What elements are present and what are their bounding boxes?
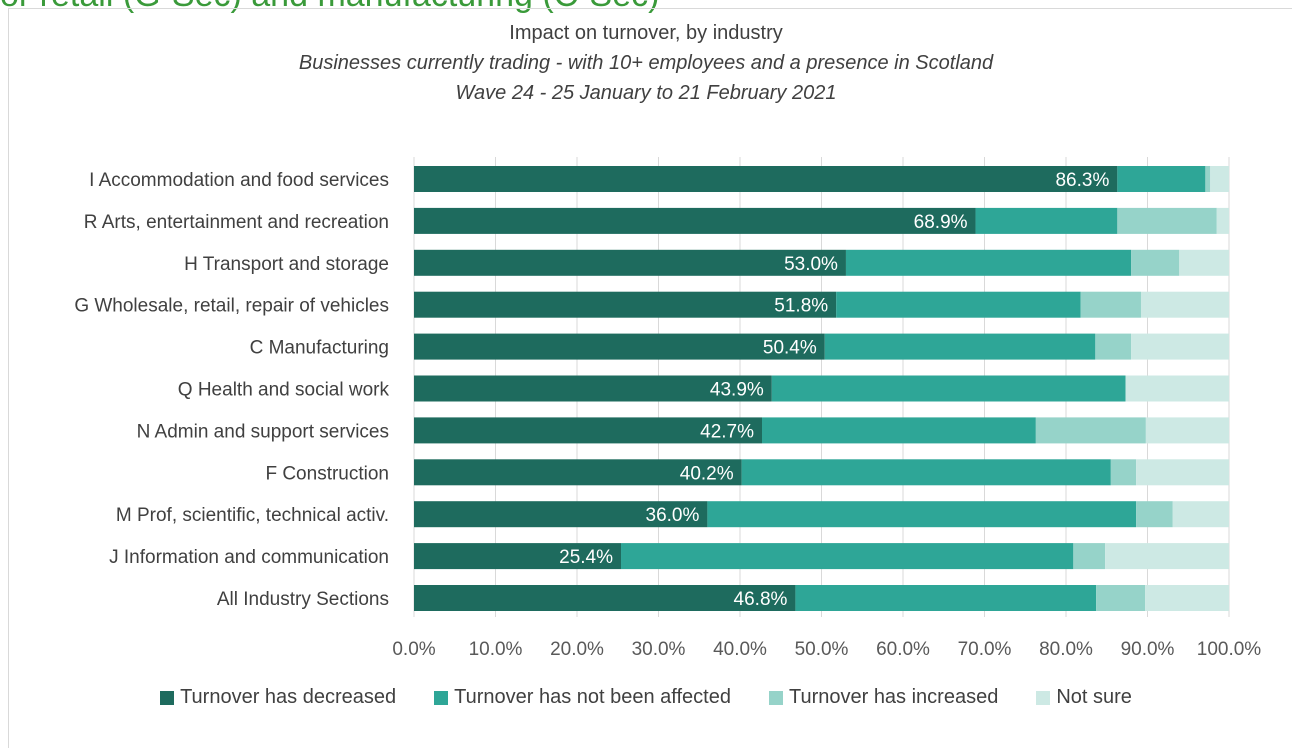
category-label: F Construction [265, 463, 389, 484]
chart-subtitle: Businesses currently trading - with 10+ … [298, 52, 994, 74]
bar-segment [1210, 166, 1229, 192]
legend-label-decreased: Turnover has decreased [180, 686, 397, 708]
category-label: N Admin and support services [137, 421, 389, 442]
bar-segment [1179, 249, 1229, 276]
bar-segment [1205, 166, 1211, 192]
data-label: 36.0% [646, 505, 700, 526]
chart-title: Impact on turnover, by industry [509, 22, 783, 44]
bar-segment [795, 585, 1097, 611]
data-label: 25.4% [559, 547, 613, 568]
bar-segment [414, 501, 708, 528]
chart-legend: Turnover has decreased Turnover has not … [0, 686, 1292, 709]
bar-segment [1110, 459, 1137, 486]
bar-segment [836, 291, 1081, 318]
category-label: C Manufacturing [250, 338, 389, 359]
bar-segment [741, 459, 1111, 486]
legend-label-not-sure: Not sure [1056, 686, 1132, 708]
category-label: J Information and communication [109, 547, 389, 568]
x-tick-label: 100.0% [1197, 639, 1262, 660]
category-label: M Prof, scientific, technical activ. [116, 505, 389, 526]
x-tick-label: 40.0% [713, 639, 767, 660]
bar-segment [1145, 585, 1229, 611]
category-label: G Wholesale, retail, repair of vehicles [74, 296, 389, 317]
legend-swatch-increased [768, 690, 783, 705]
x-tick-label: 60.0% [876, 639, 930, 660]
bar-segment [1136, 459, 1229, 486]
legend-item-not-sure: Not sure [1036, 686, 1132, 709]
bar-segment [1117, 166, 1206, 192]
chart-titles: Impact on turnover, by industry Business… [0, 18, 1292, 108]
bar-segment [621, 543, 1074, 570]
x-tick-label: 0.0% [392, 639, 435, 660]
bar-segment [414, 585, 796, 611]
x-tick-label: 30.0% [632, 639, 686, 660]
bar-segment [414, 333, 825, 360]
category-label: R Arts, entertainment and recreation [84, 212, 389, 233]
bar-segment [1172, 501, 1229, 528]
bar-segment [762, 417, 1036, 444]
stacked-bar-chart: 0.0% 10.0% 20.0% 30.0% 40.0% 50.0% 60.0% 70.0% 8… [74, 157, 1262, 660]
category-label: All Industry Sections [217, 589, 389, 610]
legend-swatch-not-sure [1036, 690, 1051, 705]
data-label: 68.9% [914, 212, 968, 233]
bar-segment [414, 207, 976, 234]
chart-subtitle-wave: Wave 24 - 25 January to 21 February 2021 [455, 82, 837, 104]
legend-swatch-decreased [160, 690, 175, 705]
data-label: 86.3% [1055, 170, 1109, 191]
bar-segment [1035, 417, 1146, 444]
data-label: 53.0% [784, 254, 838, 275]
data-label: 46.8% [734, 589, 788, 610]
legend-item-increased: Turnover has increased [768, 686, 999, 709]
data-label: 42.7% [700, 421, 754, 442]
bar-segment [1080, 291, 1141, 318]
bar-segment [975, 207, 1118, 234]
bar-segment [414, 249, 846, 276]
bar-segment [414, 543, 622, 570]
bar-segment [1105, 543, 1229, 570]
bar-segment [414, 375, 772, 402]
bar-segment [1216, 207, 1229, 234]
legend-label-increased: Turnover has increased [788, 686, 999, 708]
bar-segment [1145, 417, 1229, 444]
bar-segment [1073, 543, 1106, 570]
bar-segment [414, 166, 1118, 192]
data-label: 43.9% [710, 380, 764, 401]
bar-segment [1131, 249, 1180, 276]
bar-segment [414, 459, 742, 486]
data-label: 40.2% [680, 463, 734, 484]
category-label: H Transport and storage [184, 254, 389, 275]
bar-segment [707, 501, 1137, 528]
category-label: I Accommodation and food services [89, 170, 389, 191]
bar-segment [824, 333, 1096, 360]
bar-segment [1096, 585, 1146, 611]
bar-segment [1140, 291, 1229, 318]
x-tick-label: 50.0% [795, 639, 849, 660]
page-heading-fragment: or retail (G-Sec) and manufacturing (C-S… [0, 0, 659, 15]
legend-swatch-not-affected [434, 690, 449, 705]
bar-segment [1117, 207, 1217, 234]
data-label: 51.8% [774, 296, 828, 317]
x-tick-label: 80.0% [1039, 639, 1093, 660]
legend-label-not-affected: Turnover has not been affected [454, 686, 731, 708]
legend-item-decreased: Turnover has decreased [160, 686, 396, 709]
x-tick-label: 70.0% [958, 639, 1012, 660]
bar-segment [414, 417, 763, 444]
bar-segment [1095, 333, 1132, 360]
bar-segment [845, 249, 1132, 276]
bar-segment [414, 291, 837, 318]
chart-frame [8, 8, 1292, 748]
legend-item-not-affected: Turnover has not been affected [434, 686, 731, 709]
bar-segment [771, 375, 1126, 402]
bar-segment [1131, 333, 1229, 360]
category-label: Q Health and social work [178, 380, 390, 401]
data-label: 50.4% [763, 338, 817, 359]
bar-segment [1136, 501, 1173, 528]
bar-segment [1125, 375, 1229, 402]
x-tick-label: 20.0% [550, 639, 604, 660]
x-tick-label: 10.0% [469, 639, 523, 660]
x-tick-label: 90.0% [1121, 639, 1175, 660]
